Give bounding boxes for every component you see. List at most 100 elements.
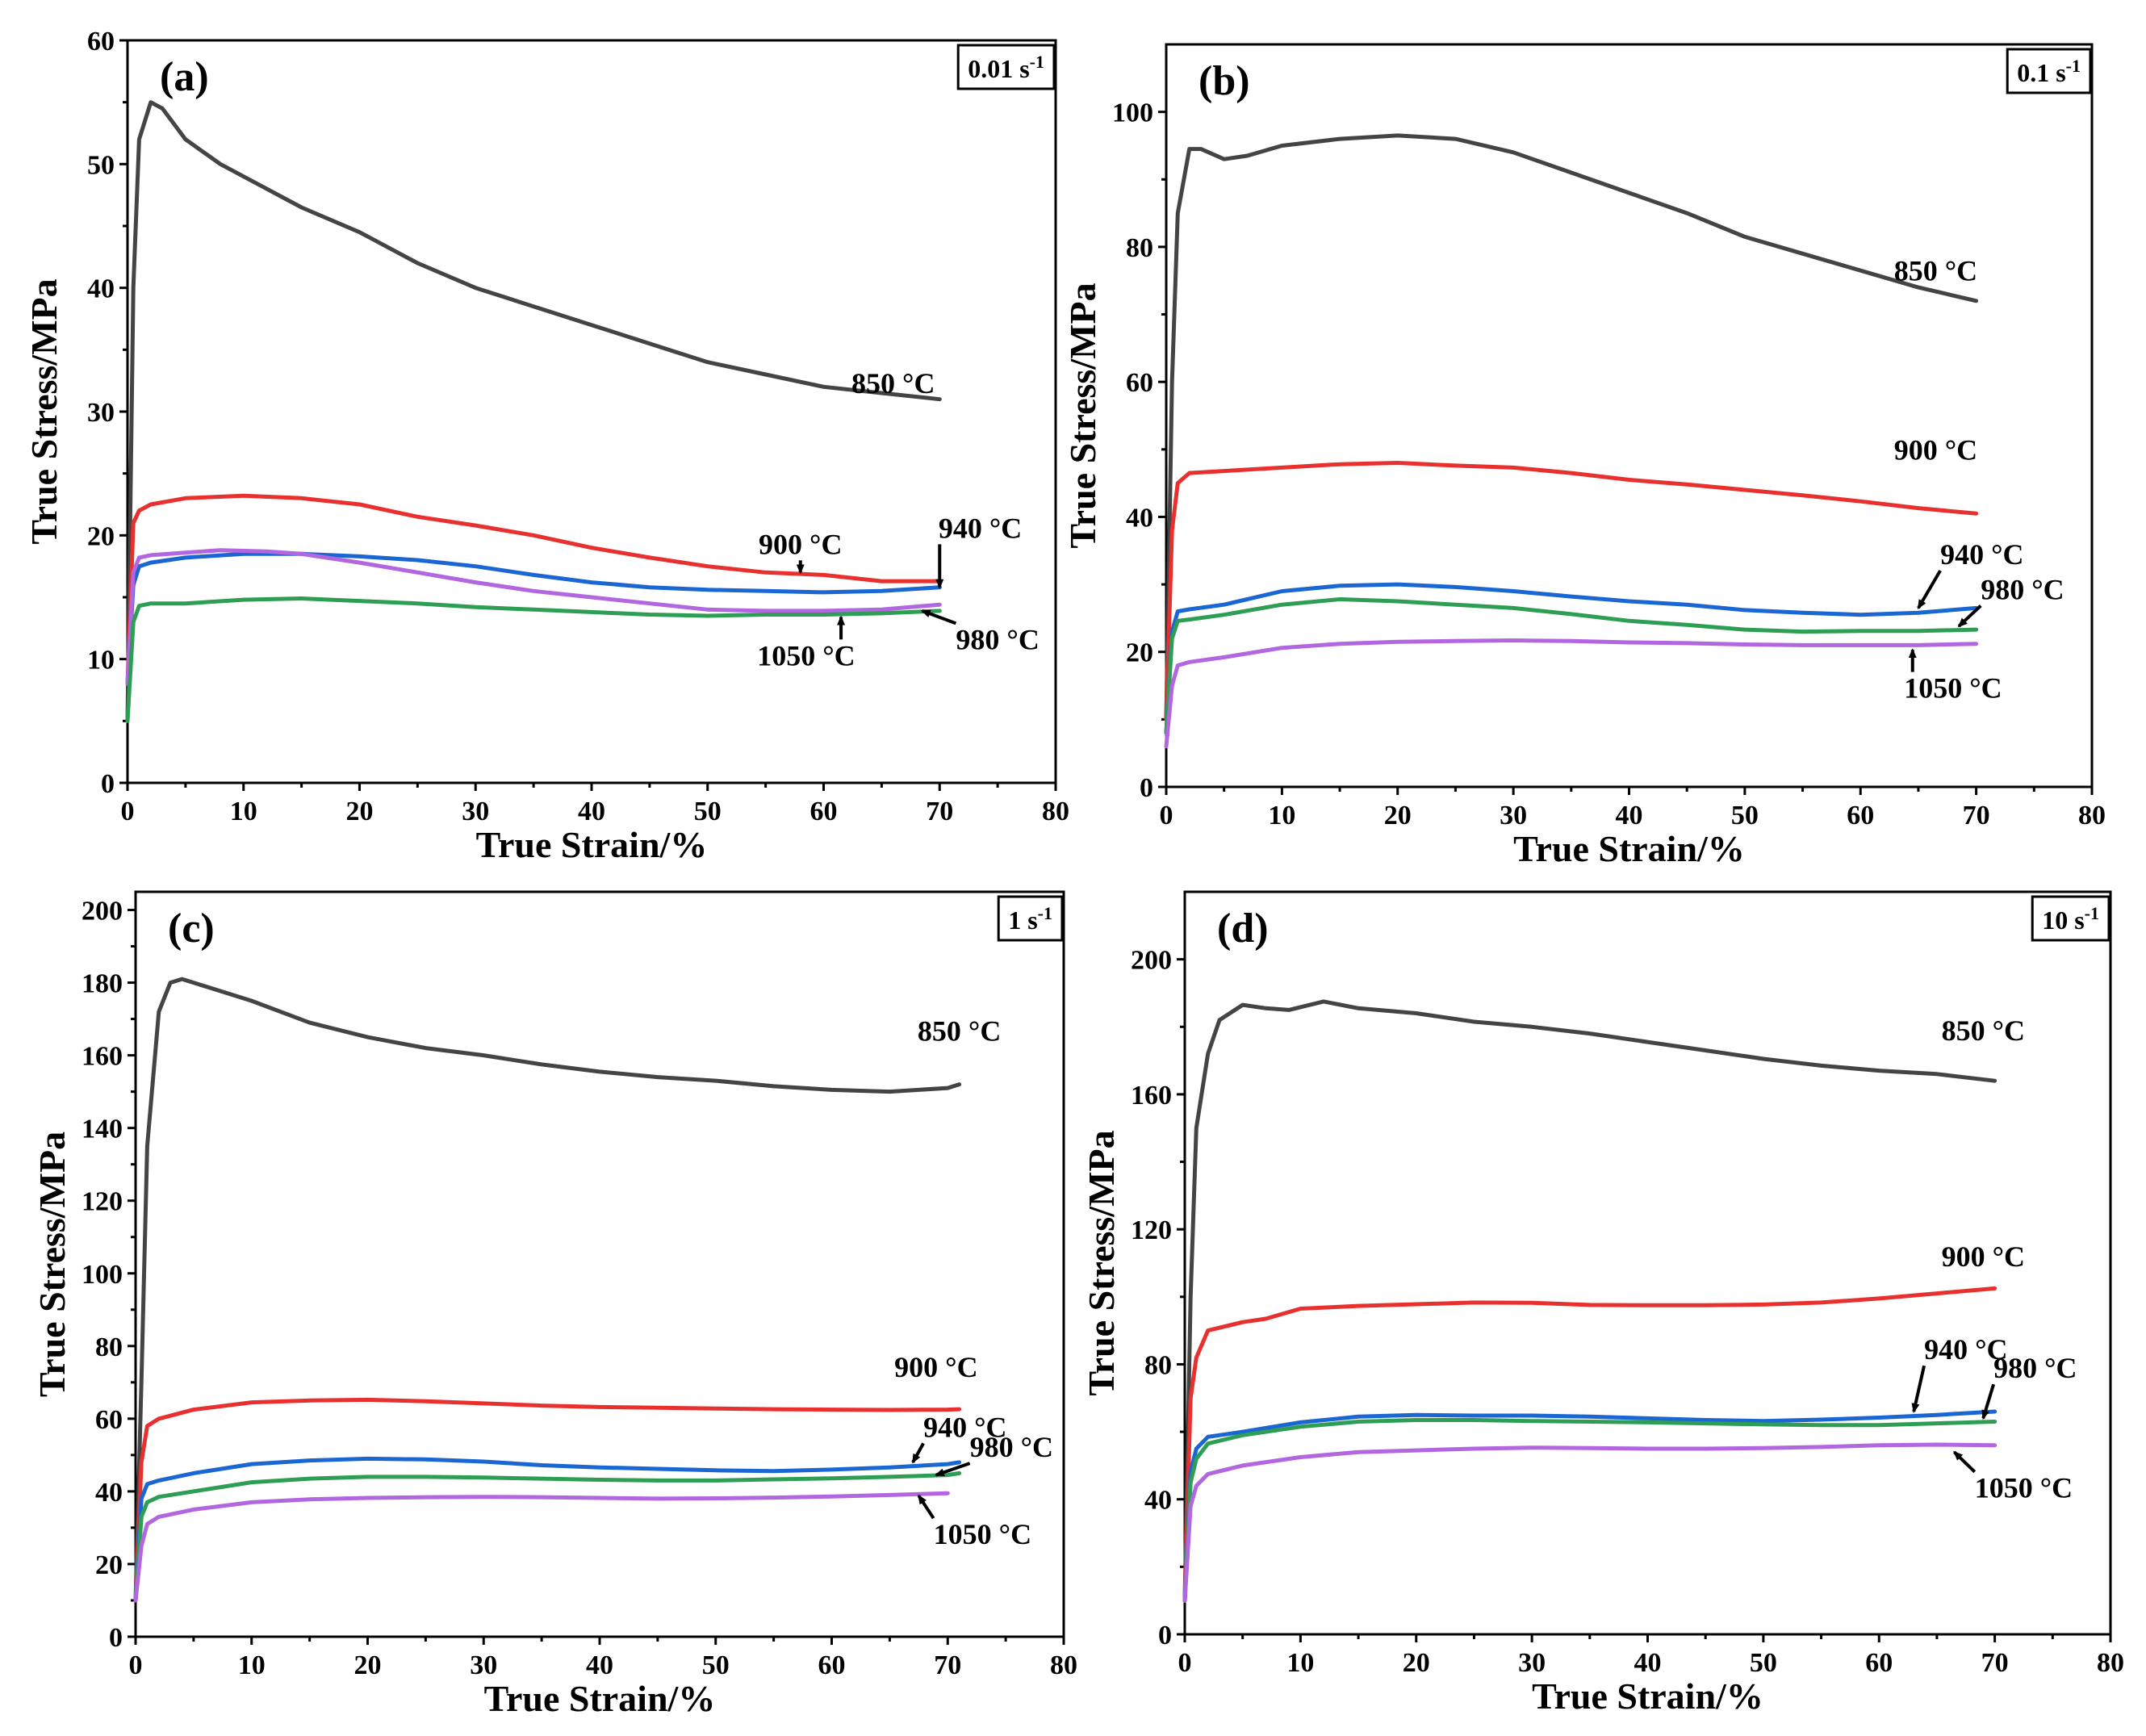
x-tick-label: 20	[1403, 1648, 1430, 1678]
y-tick-label: 120	[82, 1187, 123, 1217]
x-tick-label: 40	[1616, 801, 1643, 830]
y-tick-label: 20	[95, 1550, 123, 1580]
strain-rate-value: 0.01 s	[968, 54, 1029, 83]
temperature-annotation: 1050 °C	[757, 639, 855, 671]
x-tick-label: 30	[1500, 801, 1527, 830]
strain-rate-exponent: -1	[2066, 56, 2081, 76]
y-tick-label: 20	[87, 521, 115, 551]
y-tick-label: 180	[82, 969, 123, 999]
y-tick-label: 60	[1126, 368, 1153, 398]
x-tick-label: 50	[702, 1650, 730, 1680]
annotation-arrow	[1957, 604, 1982, 628]
y-tick-label: 60	[87, 27, 115, 56]
series-line-940C	[125, 551, 942, 686]
y-tick-label: 60	[95, 1405, 123, 1435]
annotation-arrow	[911, 1442, 925, 1464]
x-tick-label: 40	[1634, 1648, 1662, 1678]
temperature-annotation: 850 °C	[851, 367, 935, 399]
x-tick-label: 0	[1178, 1648, 1192, 1678]
strain-rate-label: 0.1 s-1	[2017, 56, 2081, 87]
series-line-900C	[1164, 461, 1979, 722]
annotation-arrow	[917, 1494, 935, 1520]
temperature-annotation: 980 °C	[970, 1431, 1053, 1463]
y-axis-label: True Stress/MPa	[1081, 1130, 1122, 1395]
strain-rate-label: 10 s-1	[2042, 903, 2099, 935]
chart-panel-4: 0 10 20 30 40 50 60 70 80 0 40 80 120 160 200 True Stra…	[1081, 890, 2124, 1717]
y-tick-label: 100	[1112, 98, 1153, 128]
series-line-1050C	[125, 596, 942, 723]
annotation-arrow	[920, 609, 957, 625]
annotation-arrow	[1953, 1450, 1977, 1474]
x-tick-label: 0	[129, 1650, 143, 1680]
series-line-980C	[1164, 597, 1979, 735]
x-tick-label: 20	[354, 1650, 382, 1680]
strain-rate-exponent: -1	[1030, 52, 1044, 72]
temperature-annotation: 900 °C	[759, 528, 842, 560]
x-tick-label: 30	[470, 1650, 497, 1680]
series-line-940C	[1164, 582, 1979, 735]
y-tick-label: 80	[1144, 1350, 1172, 1380]
y-tick-label: 40	[95, 1478, 123, 1508]
plot-frame	[126, 39, 1057, 784]
chart-panel-2: 0 10 20 30 40 50 60 70 80 0 20 40 60 80 100 True Strain…	[1062, 43, 2106, 869]
x-tick-label: 30	[462, 797, 489, 826]
temperature-annotation: 980 °C	[956, 623, 1039, 655]
annotation-arrow	[1911, 1365, 1926, 1413]
y-tick-label: 40	[87, 274, 115, 304]
x-tick-label: 50	[1750, 1648, 1777, 1678]
temperature-annotation: 850 °C	[918, 1015, 1001, 1048]
y-tick-label: 10	[87, 646, 115, 676]
y-tick-label: 120	[1131, 1215, 1172, 1245]
x-tick-label: 10	[1268, 801, 1295, 830]
temperature-annotation: 1050 °C	[1904, 672, 2002, 705]
series-line-1050C	[1164, 638, 1979, 749]
y-tick-label: 30	[87, 398, 115, 428]
y-tick-label: 40	[1144, 1486, 1172, 1516]
panel-label: (a)	[160, 54, 209, 100]
x-tick-label: 40	[578, 797, 605, 826]
y-tick-label: 140	[82, 1115, 123, 1144]
y-tick-label: 80	[1126, 233, 1153, 263]
x-tick-label: 60	[1847, 801, 1874, 830]
y-tick-label: 40	[1126, 503, 1153, 533]
temperature-annotation: 900 °C	[1942, 1240, 2025, 1273]
series-line-850C	[1164, 133, 1979, 722]
panel-label: (d)	[1217, 906, 1269, 952]
x-tick-label: 70	[926, 797, 953, 826]
x-tick-label: 0	[1160, 801, 1173, 830]
y-axis-label: True Stress/MPa	[31, 1132, 73, 1397]
x-tick-label: 60	[1865, 1648, 1893, 1678]
y-tick-label: 0	[109, 1623, 123, 1653]
x-axis-label: True Strain/%	[484, 1678, 716, 1719]
y-tick-label: 50	[87, 150, 115, 180]
y-tick-label: 80	[95, 1332, 123, 1362]
strain-rate-box	[2006, 48, 2092, 94]
chart-panel-3: 0 10 20 30 40 50 60 70 80 0 20 40 60 80 100 120 140 160 18…	[31, 890, 1077, 1719]
annotation-arrow	[934, 1462, 971, 1477]
temperature-annotation: 940 °C	[1940, 538, 2023, 571]
series-line-1050C	[133, 1491, 950, 1603]
y-tick-label: 0	[101, 769, 115, 799]
x-tick-label: 50	[1731, 801, 1759, 830]
plot-frame	[134, 890, 1065, 1638]
strain-rate-value: 0.1 s	[2017, 58, 2065, 87]
y-tick-label: 100	[82, 1260, 123, 1290]
temperature-annotation: 900 °C	[894, 1351, 977, 1383]
temperature-annotation: 1050 °C	[934, 1518, 1031, 1550]
temperature-annotation: 1050 °C	[1975, 1472, 2073, 1504]
x-tick-label: 70	[1981, 1648, 2009, 1678]
strain-rate-label: 1 s-1	[1008, 903, 1052, 935]
series-line-850C	[1182, 999, 1997, 1603]
series-line-980C	[1182, 1418, 1997, 1603]
x-tick-label: 50	[694, 797, 722, 826]
series-line-980C	[125, 548, 942, 686]
panel-label: (b)	[1198, 58, 1250, 104]
x-tick-label: 80	[1050, 1650, 1077, 1680]
series-line-940C	[133, 1456, 962, 1603]
strain-rate-value: 1 s	[1008, 906, 1037, 935]
x-tick-label: 0	[121, 797, 135, 826]
panel-label: (c)	[168, 906, 215, 952]
temperature-annotation: 850 °C	[1894, 255, 1977, 287]
series-line-850C	[125, 100, 942, 723]
